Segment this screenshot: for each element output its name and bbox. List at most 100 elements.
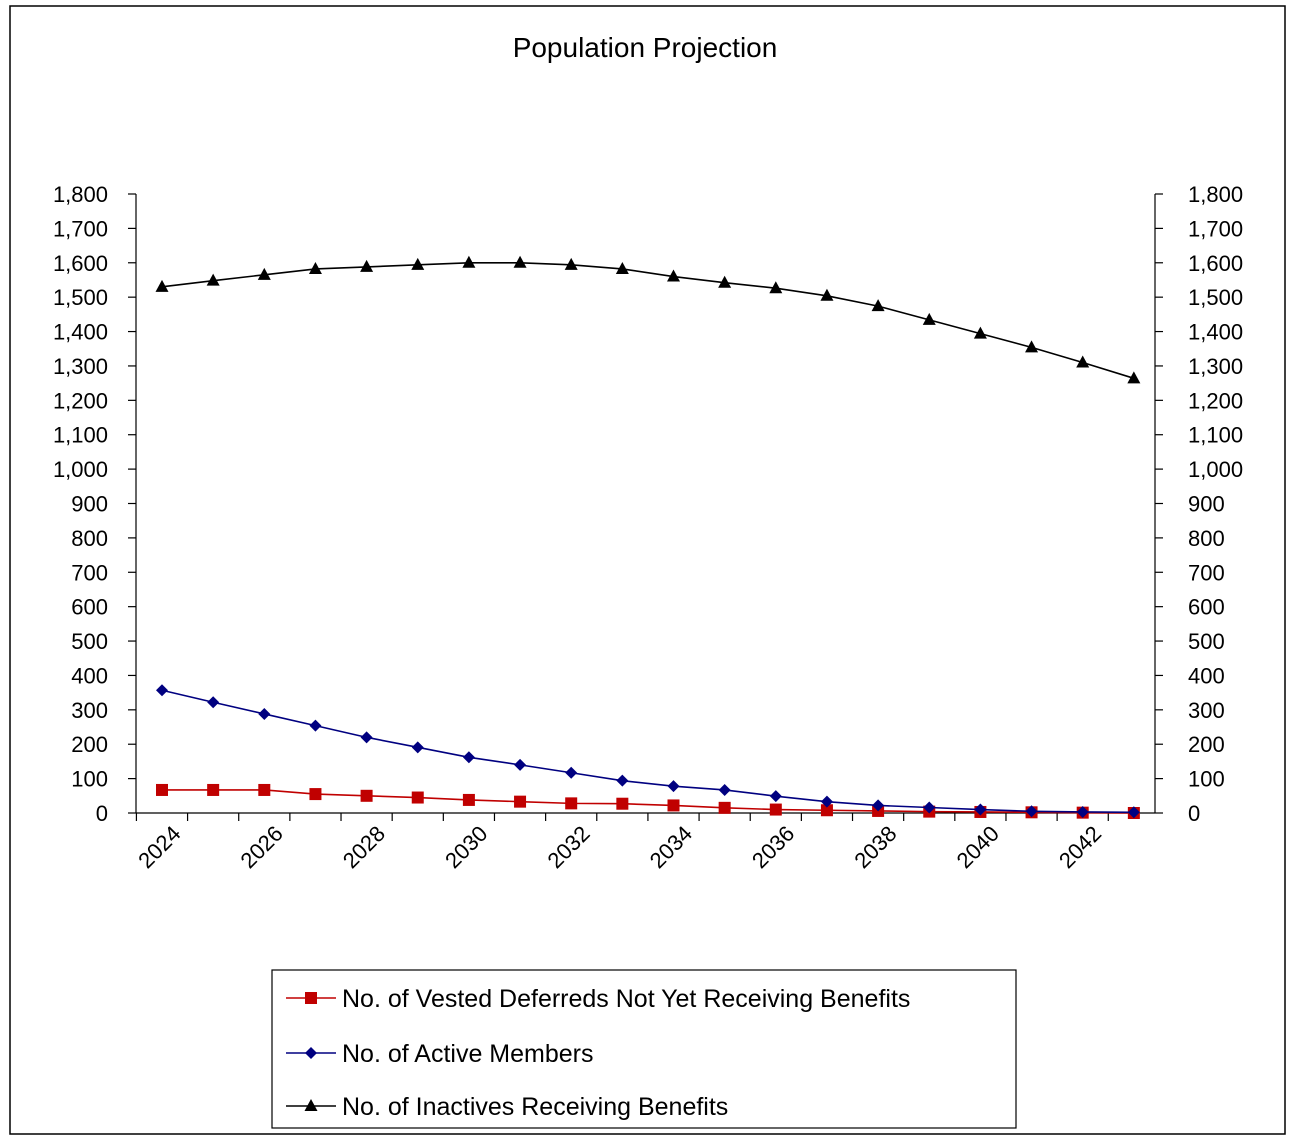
y-tick-label-right: 1,600	[1188, 251, 1243, 276]
y-tick-label-left: 500	[71, 629, 108, 654]
data-point	[207, 783, 220, 796]
data-point	[718, 783, 731, 796]
data-point	[718, 275, 732, 288]
y-tick-label-right: 100	[1188, 767, 1225, 792]
y-tick-label-left: 200	[71, 732, 108, 757]
data-point	[871, 299, 885, 312]
data-point	[769, 281, 783, 294]
data-point	[820, 288, 834, 301]
y-tick-label-left: 800	[71, 526, 108, 551]
data-point	[257, 267, 271, 280]
data-point	[1076, 355, 1090, 368]
data-point	[973, 326, 987, 339]
legend-item-3: No. of Inactives Receiving Benefits	[286, 1093, 728, 1121]
y-tick-label-right: 1,700	[1188, 216, 1243, 241]
data-point	[513, 255, 527, 268]
legend-box	[271, 969, 1017, 1129]
data-point	[1127, 806, 1140, 819]
data-point	[156, 684, 168, 697]
data-point	[156, 783, 168, 796]
y-tick-label-left: 1,400	[53, 320, 108, 345]
data-point	[411, 791, 424, 804]
series-3	[155, 255, 1141, 384]
y-tick-label-left: 100	[71, 767, 108, 792]
legend-marker	[305, 1047, 317, 1059]
y-tick-label-left: 1,600	[53, 251, 108, 276]
series-line	[161, 261, 1135, 380]
data-point	[514, 758, 527, 771]
data-point	[1025, 805, 1038, 818]
y-tick-label-left: 300	[71, 698, 108, 723]
y-tick-label-right: 1,400	[1188, 320, 1243, 345]
legend-label: No. of Active Members	[342, 1040, 593, 1068]
data-point	[309, 719, 322, 732]
y-tick-label-right: 900	[1188, 492, 1225, 517]
data-point	[769, 790, 782, 803]
data-point	[360, 789, 373, 802]
y-tick-label-left: 700	[71, 560, 108, 585]
data-point	[565, 766, 578, 779]
y-tick-label-right: 1,300	[1188, 354, 1243, 379]
legend-item-1: No. of Vested Deferreds Not Yet Receivin…	[286, 985, 910, 1013]
legend-item-2: No. of Active Members	[286, 1040, 593, 1068]
data-point	[155, 279, 169, 292]
y-tick-label-left: 0	[96, 801, 108, 826]
y-tick-label-right: 400	[1188, 663, 1225, 688]
series-layer	[155, 255, 1141, 819]
y-tick-label-right: 1,100	[1188, 423, 1243, 448]
y-tick-label-left: 1,700	[53, 216, 108, 241]
data-point	[462, 751, 475, 764]
data-point	[206, 273, 220, 286]
data-point	[667, 780, 680, 793]
y-tick-label-right: 0	[1188, 801, 1200, 826]
y-tick-label-right: 500	[1188, 629, 1225, 654]
y-tick-label-left: 1,500	[53, 285, 108, 310]
data-point	[462, 793, 475, 806]
y-tick-label-right: 300	[1188, 698, 1225, 723]
y-tick-label-left: 1,000	[53, 457, 108, 482]
data-point	[974, 803, 987, 816]
y-tick-label-right: 1,800	[1188, 182, 1243, 207]
y-tick-label-right: 800	[1188, 526, 1225, 551]
data-point	[1076, 805, 1089, 818]
data-point	[820, 795, 833, 808]
legend-label: No. of Vested Deferreds Not Yet Receivin…	[342, 985, 910, 1013]
y-tick-label-right: 600	[1188, 595, 1225, 620]
legend-label: No. of Inactives Receiving Benefits	[342, 1093, 728, 1121]
y-tick-label-left: 1,100	[53, 423, 108, 448]
y-tick-label-left: 400	[71, 663, 108, 688]
data-point	[360, 259, 374, 272]
y-tick-label-right: 200	[1188, 732, 1225, 757]
data-point	[718, 801, 731, 814]
y-tick-label-left: 1,300	[53, 354, 108, 379]
data-point	[411, 257, 425, 270]
data-point	[309, 788, 322, 801]
y-tick-label-left: 1,200	[53, 388, 108, 413]
legend: No. of Vested Deferreds Not Yet Receivin…	[271, 969, 1017, 1129]
data-point	[308, 261, 322, 274]
y-tick-label-left: 600	[71, 595, 108, 620]
data-point	[769, 803, 782, 816]
data-point	[564, 257, 578, 270]
data-point	[207, 696, 220, 709]
legend-marker	[304, 1099, 318, 1111]
y-tick-label-right: 700	[1188, 560, 1225, 585]
y-tick-label-left: 1,800	[53, 182, 108, 207]
data-point	[1025, 340, 1039, 353]
y-tick-label-left: 900	[71, 492, 108, 517]
chart-border	[9, 5, 1286, 1135]
data-point	[872, 799, 885, 812]
data-point	[258, 707, 271, 720]
y-tick-label-right: 1,500	[1188, 285, 1243, 310]
data-point	[258, 783, 271, 796]
data-point	[615, 261, 629, 274]
data-point	[820, 804, 833, 817]
data-point	[616, 774, 629, 787]
chart-title: Population Projection	[513, 32, 778, 63]
series-2	[156, 684, 1140, 819]
data-point	[565, 797, 578, 810]
data-point	[616, 797, 629, 810]
data-point	[514, 795, 527, 808]
